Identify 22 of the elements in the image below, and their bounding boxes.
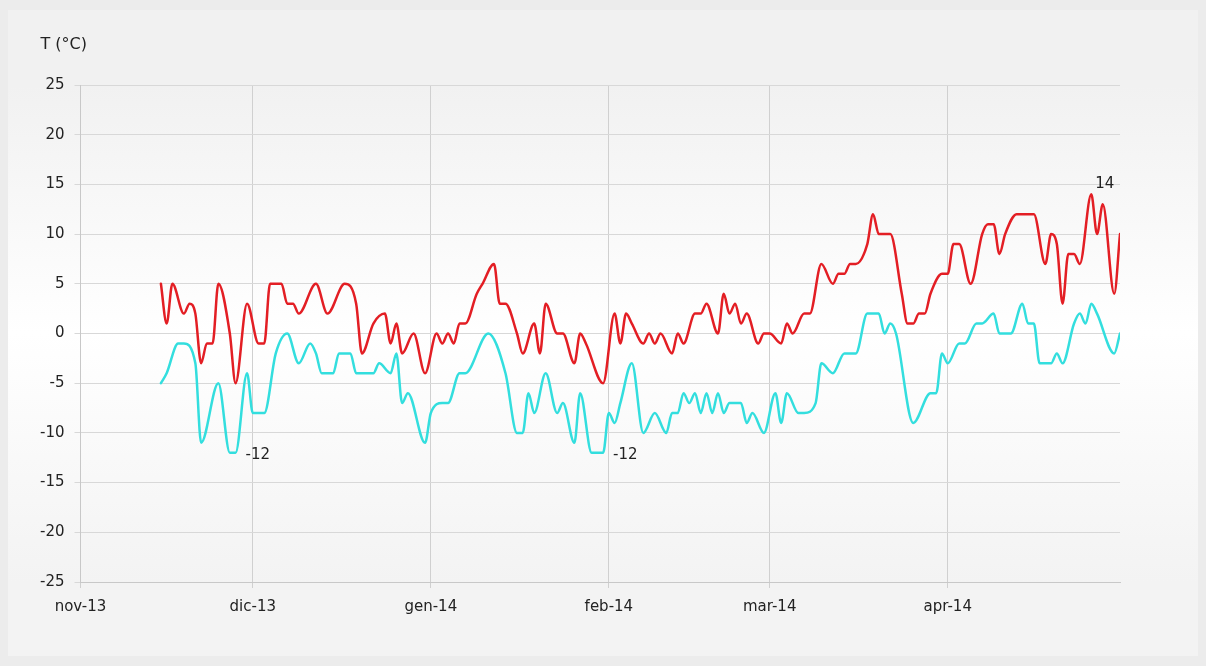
annotation: -12 [245, 444, 271, 463]
x-tick-label: nov-13 [54, 596, 107, 615]
y-tick-label: 20 [45, 124, 65, 143]
y-tick-label: -10 [40, 422, 65, 441]
x-tick-label: gen-14 [404, 596, 458, 615]
y-tick-label: 10 [45, 223, 65, 242]
y-tick-label: -25 [40, 571, 65, 590]
annotation: 14 [1095, 174, 1115, 193]
x-tick-label: mar-14 [742, 596, 797, 615]
annotation: -12 [613, 444, 638, 463]
x-tick-label: feb-14 [584, 596, 634, 615]
y-tick-label: -15 [40, 472, 65, 491]
y-tick-label: 5 [54, 273, 65, 292]
y-axis-title: T (°C) [39, 34, 88, 54]
x-tick-label: apr-14 [923, 596, 972, 615]
y-tick-label: -20 [40, 522, 65, 541]
y-tick-label: 15 [45, 174, 65, 193]
x-tick-label: dic-13 [229, 596, 277, 615]
y-tick-label: 25 [45, 74, 65, 93]
line-series [159, 193, 1120, 385]
y-tick-label: -5 [49, 373, 65, 392]
y-tick-label: 0 [54, 323, 65, 342]
